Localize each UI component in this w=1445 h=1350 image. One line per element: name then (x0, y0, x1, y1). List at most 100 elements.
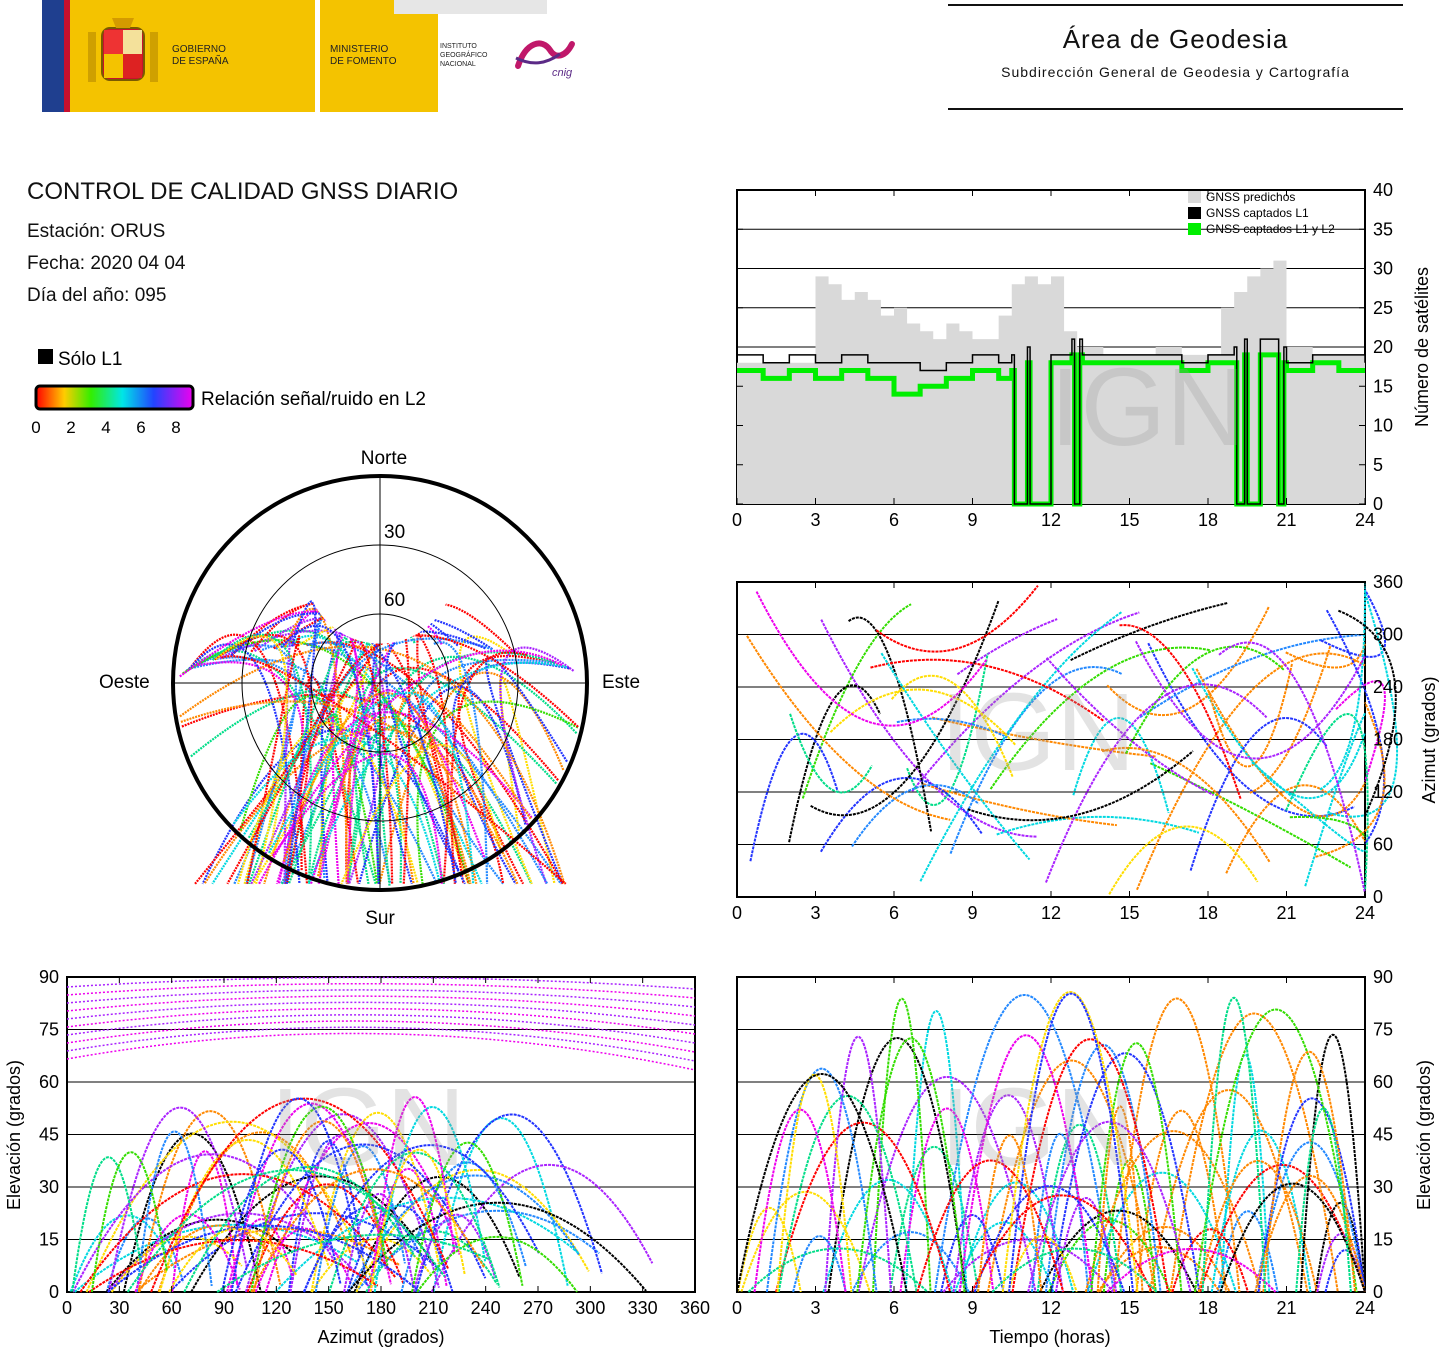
elevation-time-ytick-label: 30 (1373, 1177, 1393, 1197)
azimuth-xtick-label: 3 (810, 903, 820, 923)
satellite-count-ytick-label: 25 (1373, 298, 1393, 318)
satellite-track (1285, 643, 1366, 669)
satellite-track (450, 651, 528, 884)
satellite-track (88, 1239, 379, 1293)
header-rule-bottom (948, 108, 1403, 110)
satellite-track (274, 1196, 579, 1293)
satellite-track (872, 998, 932, 1293)
satellite-track (1090, 1042, 1183, 1293)
satellite-track (899, 1107, 995, 1293)
satellite-track (1189, 717, 1328, 871)
azimuth-xtick-label: 21 (1276, 903, 1296, 923)
skyplot-south-label: Sur (365, 908, 395, 929)
satellite-track (1191, 667, 1366, 800)
satellite-track (1285, 713, 1369, 891)
satellite-track (765, 1067, 878, 1293)
government-line2: DE ESPAÑA (172, 56, 229, 67)
satellite-track (221, 655, 567, 885)
date-line: Fecha: 2020 04 04 (27, 253, 186, 274)
elevation-azimuth-ytick-label: 15 (39, 1230, 59, 1250)
legend-entry: GNSS captados L1 (1206, 206, 1309, 220)
satellite-track (203, 728, 504, 885)
series-l1-line (737, 338, 1366, 505)
satellite-count-ylabel: Número de satélites (1412, 267, 1432, 427)
elevation-azimuth-xtick-label: 90 (214, 1298, 234, 1318)
satellite-track (1199, 1164, 1366, 1293)
satellite-count-ytick-label: 10 (1373, 416, 1393, 436)
satellite-track (1112, 997, 1241, 1293)
satellite-track (851, 1231, 970, 1293)
satellite-track (355, 1168, 590, 1293)
satellite-track (395, 691, 532, 884)
satellite-track (986, 1059, 1156, 1293)
satellite-track (287, 1140, 368, 1293)
azimuth-xtick-label: 12 (1041, 903, 1061, 923)
azimuth-xtick-label: 15 (1119, 903, 1139, 923)
satellite-track (1169, 1012, 1339, 1293)
satellite-track (875, 585, 1039, 653)
satellite-count-xtick-label: 3 (810, 510, 820, 530)
satellite-track (1106, 606, 1270, 717)
elevation-azimuth-ytick-label: 60 (39, 1072, 59, 1092)
elevation-azimuth-ytick-label: 45 (39, 1125, 59, 1145)
area-title: Área de Geodesia (1062, 24, 1289, 54)
satellite-track (746, 635, 951, 821)
snr-tick-label: 4 (101, 418, 110, 437)
satellite-track (1335, 680, 1386, 782)
satellite-track (66, 1007, 696, 1035)
satellite-track (347, 1201, 647, 1293)
satellite-count-xtick-label: 24 (1355, 510, 1375, 530)
satellite-count-xtick-label: 9 (967, 510, 977, 530)
satellite-track (485, 656, 568, 885)
snr-tick-label: 6 (136, 418, 145, 437)
satellite-track (1325, 609, 1386, 845)
ministry-label: MINISTERIO DE FOMENTO (330, 44, 396, 68)
satellite-track (1219, 1182, 1366, 1293)
government-logo-banner: GOBIERNO DE ESPAÑA MINISTERIO DE FOMENTO… (42, 0, 575, 112)
satellite-track (400, 1161, 527, 1293)
satellite-track (283, 624, 416, 885)
elevation-azimuth-xtick-label: 120 (261, 1298, 291, 1318)
ign-watermark: IGN (940, 671, 1136, 794)
satellite-track (280, 624, 380, 884)
satellite-track (933, 994, 1115, 1293)
institute-line1: INSTITUTO (440, 43, 477, 50)
satellite-track (1084, 1130, 1262, 1293)
legend-entry: GNSS predichos (1206, 190, 1295, 204)
satellite-track (870, 658, 1105, 723)
satellite-track (1136, 652, 1366, 891)
satellite-legend: GNSS predichos GNSS captados L1 GNSS capta… (1188, 190, 1335, 236)
satellite-track (252, 619, 374, 885)
elevation-time-xtick-label: 21 (1276, 1298, 1296, 1318)
satellite-track (1072, 717, 1170, 814)
azimuth-ytick-label: 120 (1373, 782, 1403, 802)
elevation-azimuth-xtick-label: 270 (523, 1298, 553, 1318)
elevation-time-xlabel: Tiempo (horas) (989, 1327, 1110, 1347)
satellite-track (458, 635, 533, 885)
satellite-track (1008, 992, 1135, 1293)
satellite-track (749, 732, 839, 862)
institute-line3: NACIONAL (440, 61, 476, 68)
satellite-track (285, 634, 579, 884)
satellite-track (134, 1228, 401, 1293)
satellite-track (810, 600, 1000, 817)
satellite-track (328, 1151, 501, 1293)
report-title: CONTROL DE CALIDAD GNSS DIARIO (27, 178, 459, 205)
satellite-track (215, 635, 288, 885)
satellite-track (183, 1166, 416, 1293)
satellite-track (1106, 1248, 1277, 1293)
snr-legend: Sólo L1 Relación señal/ruido en L2 0 2 4 6 8 (31, 349, 426, 437)
satellite-track (353, 1176, 521, 1293)
ign-watermark: IGN (940, 1066, 1136, 1189)
satellite-track (890, 674, 1014, 778)
satellite-count-ytick-label: 35 (1373, 219, 1393, 239)
satellite-track (230, 1097, 361, 1293)
satellite-track (940, 1214, 1005, 1293)
legend-swatch (1188, 207, 1201, 219)
satellite-track (66, 1014, 696, 1044)
satellite-track (824, 1036, 892, 1293)
elevation-azimuth-xtick-label: 300 (575, 1298, 605, 1318)
snr-scale-ticks: 0 2 4 6 8 (31, 418, 180, 437)
satellite-track (66, 1020, 696, 1053)
satellite-track (369, 1096, 456, 1293)
